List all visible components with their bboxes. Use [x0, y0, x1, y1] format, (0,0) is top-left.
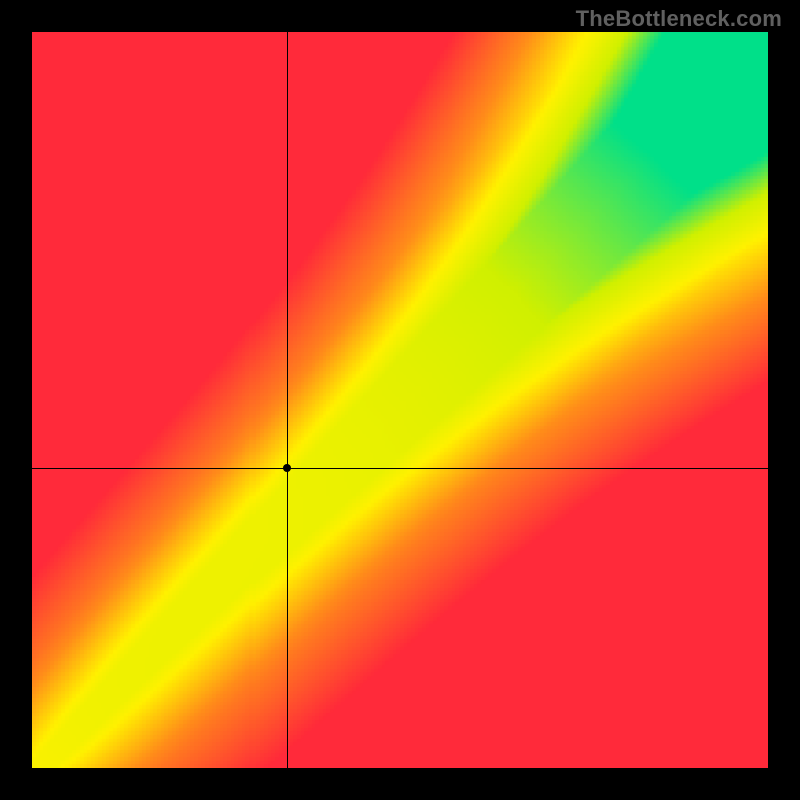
plot-area	[32, 32, 768, 768]
crosshair-vertical-line	[287, 32, 288, 768]
chart-container: TheBottleneck.com	[0, 0, 800, 800]
watermark-text: TheBottleneck.com	[576, 6, 782, 32]
crosshair-marker-dot	[283, 464, 291, 472]
heatmap-canvas	[32, 32, 768, 768]
crosshair-horizontal-line	[32, 468, 768, 469]
